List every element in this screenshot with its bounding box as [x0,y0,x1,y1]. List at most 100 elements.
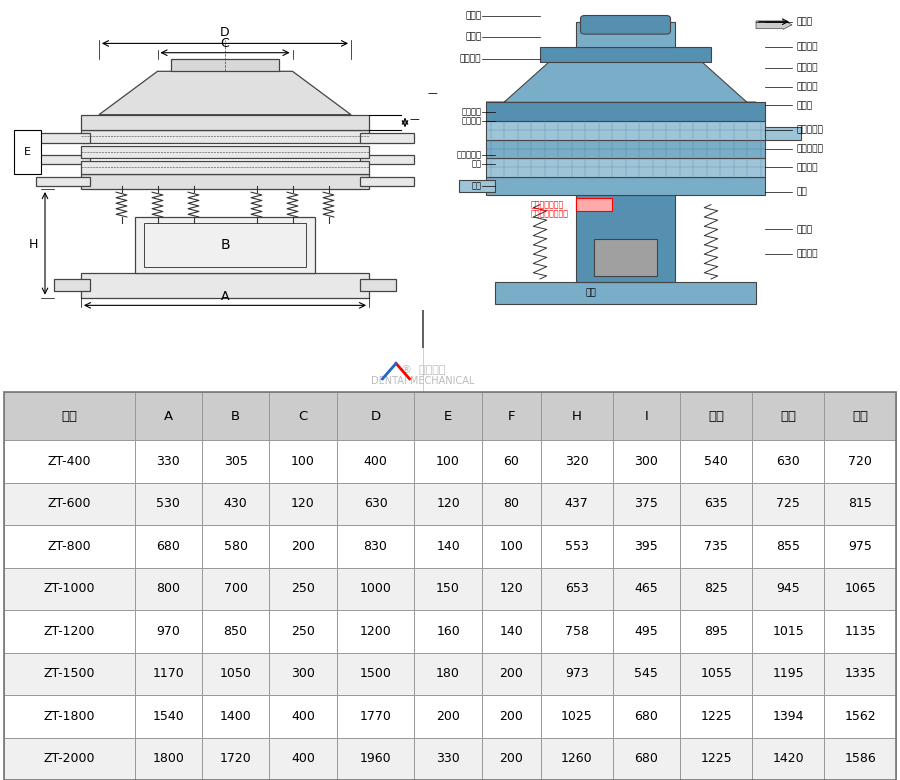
Bar [337,483,414,525]
Text: 400: 400 [291,710,315,723]
Bar [486,121,765,140]
Bar [824,695,896,738]
Bar [360,279,396,292]
Text: 545: 545 [634,667,658,680]
Bar [134,695,202,738]
Text: 758: 758 [564,625,589,638]
Bar [414,610,482,653]
Text: 筛网法兰: 筛网法兰 [796,83,818,91]
Text: B: B [220,238,230,252]
Text: 975: 975 [849,540,872,553]
Bar [680,738,752,780]
Text: 辅助筛网: 辅助筛网 [796,42,818,51]
Bar [337,653,414,695]
Bar [414,392,482,440]
Text: 1335: 1335 [844,667,877,680]
Bar [541,483,613,525]
Bar [824,392,896,440]
Text: ®  深京机械: ® 深京机械 [400,365,446,375]
Bar [202,653,269,695]
Text: 1400: 1400 [220,710,251,723]
Text: 1562: 1562 [844,710,877,723]
Text: 1420: 1420 [772,752,804,765]
Text: 140: 140 [500,625,523,638]
Bar [752,392,824,440]
Text: 395: 395 [634,540,658,553]
Bar [414,695,482,738]
Text: 1394: 1394 [772,710,804,723]
Text: 330: 330 [436,752,460,765]
Bar [576,198,612,211]
Bar [0,348,900,392]
Text: 200: 200 [500,667,523,680]
Polygon shape [99,71,351,115]
Bar [482,483,541,525]
Text: 895: 895 [704,625,728,638]
Text: 635: 635 [705,498,728,510]
Text: 250: 250 [291,582,315,595]
Bar [824,568,896,610]
Text: 700: 700 [223,582,248,595]
Text: A: A [164,410,173,423]
Bar [752,738,824,780]
Text: C: C [298,410,308,423]
Bar [134,610,202,653]
Text: 1540: 1540 [152,710,184,723]
Bar [134,525,202,568]
Text: 305: 305 [223,455,248,468]
Text: 底部框架: 底部框架 [462,116,482,126]
Text: 中部框架: 中部框架 [462,107,482,116]
Bar [459,180,495,192]
Bar [824,483,896,525]
Bar [202,610,269,653]
Bar [752,653,824,695]
Text: D: D [220,26,230,39]
Text: 735: 735 [704,540,728,553]
Bar [81,130,369,143]
Bar [613,738,680,780]
Text: 945: 945 [777,582,800,595]
Bar [482,610,541,653]
Text: D: D [371,410,381,423]
Bar [486,158,765,177]
Bar [680,653,752,695]
Bar [81,146,369,158]
Text: 进料口: 进料口 [796,17,813,27]
Text: 973: 973 [565,667,589,680]
Bar [134,392,202,440]
Bar [269,610,337,653]
Bar [337,568,414,610]
Bar [360,133,414,143]
Bar [752,483,824,525]
Text: 1170: 1170 [152,667,184,680]
Bar [540,47,711,62]
Text: ZT-600: ZT-600 [48,498,91,510]
Text: 1225: 1225 [700,752,732,765]
Bar [269,440,337,483]
Text: 630: 630 [777,455,800,468]
Text: 720: 720 [849,455,872,468]
Bar [202,483,269,525]
Bar [81,161,369,174]
Text: 830: 830 [364,540,388,553]
Bar [36,155,90,165]
Text: ZT-1000: ZT-1000 [43,582,94,595]
Bar [613,695,680,738]
Text: 一般结构图: 一般结构图 [634,320,688,338]
Text: 653: 653 [565,582,589,595]
Text: 140: 140 [436,540,460,553]
Text: C: C [220,37,230,50]
Bar [613,610,680,653]
Text: 绕外重锤板: 绕外重锤板 [796,144,824,154]
Text: 850: 850 [223,625,248,638]
Text: 一层: 一层 [708,410,725,423]
Bar [482,695,541,738]
Bar [824,653,896,695]
Text: 330: 330 [157,455,180,468]
Bar [81,115,369,130]
Bar [752,525,824,568]
Text: 小尺寸排料: 小尺寸排料 [456,151,482,159]
Text: 160: 160 [436,625,460,638]
Bar [752,568,824,610]
Text: 120: 120 [500,582,523,595]
